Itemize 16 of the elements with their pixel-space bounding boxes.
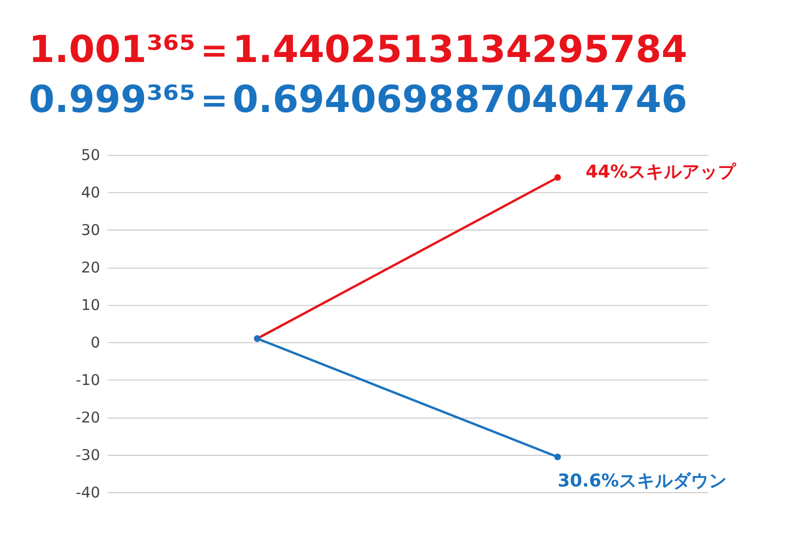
- y-tick-label: -20: [76, 408, 100, 426]
- point: [554, 174, 561, 181]
- y-tick-label: 40: [81, 184, 100, 202]
- chart-subtitle: 0.999³⁶⁵＝0.6940698870404746: [28, 77, 688, 122]
- y-tick-label: 20: [81, 258, 100, 277]
- y-tick-label: -40: [76, 483, 100, 502]
- point: [554, 454, 561, 460]
- y-tick-label: 50: [81, 146, 100, 164]
- y-tick-label: 30: [81, 221, 100, 240]
- annotation: 44%スキルアップ: [586, 161, 737, 182]
- y-tick-label: -10: [76, 370, 100, 389]
- y-tick-label: -30: [76, 446, 100, 464]
- y-tick-label: 0: [90, 333, 100, 352]
- y-tick-label: 10: [81, 296, 100, 314]
- chart-title: 1.001³⁶⁵＝1.4402513134295784: [28, 26, 688, 71]
- annotation: 30.6%スキルダウン: [558, 470, 727, 492]
